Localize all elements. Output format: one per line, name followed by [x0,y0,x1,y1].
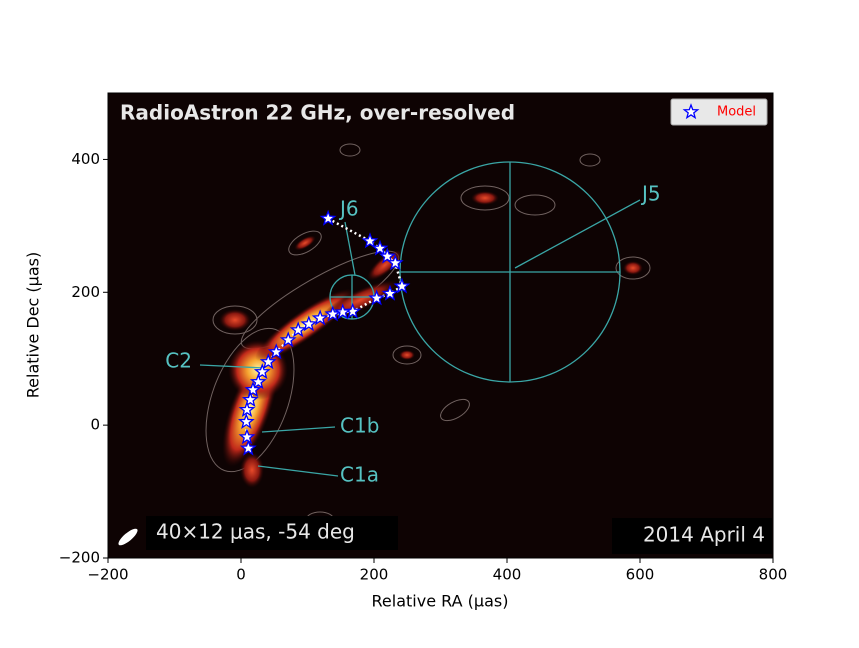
star-marker [393,277,411,294]
star-marker [386,254,404,271]
star-marker [368,289,386,306]
legend: Model [670,98,768,126]
beam-label: 40×12 μas, -54 deg [156,520,355,544]
star-marker [344,302,362,319]
x-tick-label: 200 [360,566,389,584]
annotation: C2 [165,349,192,373]
star-marker [244,381,262,398]
star-marker [239,439,257,456]
star-marker [361,232,379,249]
star-marker [371,239,389,256]
annotation: C1a [340,463,379,487]
x-tick-label: 400 [493,566,522,584]
x-tick-label: 800 [759,566,788,584]
x-tick-label: −200 [87,566,128,584]
plot-frame [107,92,774,559]
radio-image [108,93,773,558]
star-marker [238,400,256,418]
legend-label: Model [717,105,756,120]
annotation: C1b [340,414,379,438]
y-tick-label: 0 [90,416,100,434]
star-marker [289,321,307,338]
x-tick-label: 600 [626,566,655,584]
star-marker [238,428,256,445]
star-marker [319,209,337,226]
x-axis-label: Relative RA (μas) [372,592,509,611]
annotation: J6 [338,197,359,221]
y-tick-label: −200 [59,549,100,567]
star-marker [378,247,396,264]
star-marker [324,305,342,322]
x-tick-label: 0 [236,566,246,584]
star-marker [267,343,285,360]
legend-box [670,98,768,126]
star-marker [311,309,329,326]
star-marker [241,391,259,408]
legend-marker [682,103,700,120]
date-label: 2014 April 4 [643,523,765,547]
star-marker [259,353,277,370]
y-axis-label: Relative Dec (μas) [24,252,43,398]
star-marker [334,303,352,320]
star-marker [279,331,297,348]
star-marker [253,363,271,380]
y-tick-label: 400 [71,150,100,168]
star-marker [300,315,318,332]
star-marker [249,373,267,390]
annotation: J5 [640,182,661,206]
chart-title: RadioAstron 22 GHz, over-resolved [120,101,515,125]
star-marker [381,284,399,301]
star-marker [237,412,255,429]
y-tick-label: 200 [71,283,100,301]
